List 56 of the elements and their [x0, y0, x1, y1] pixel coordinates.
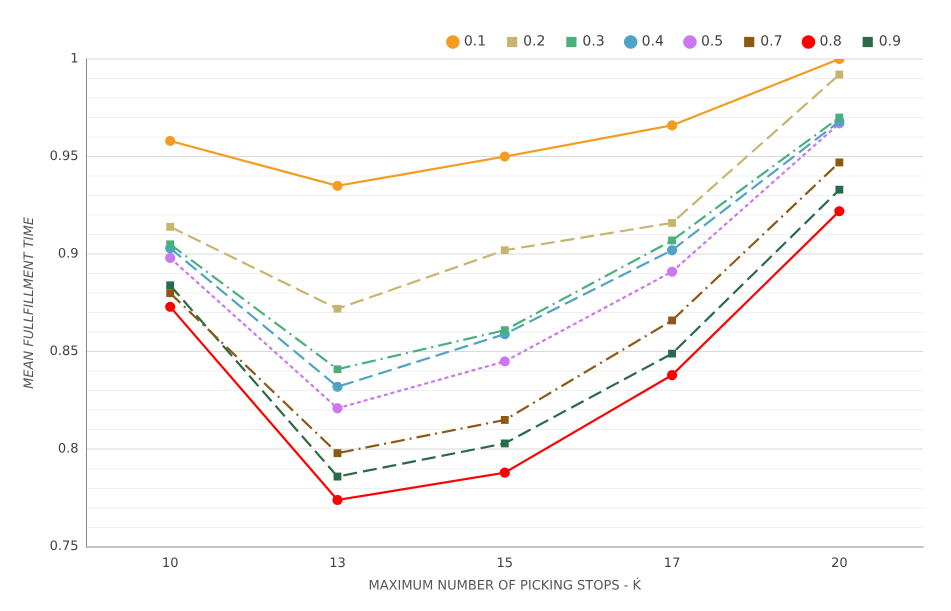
- x-tick-label: 17: [664, 556, 680, 571]
- legend-label: 0.4: [642, 34, 664, 50]
- point: [835, 186, 844, 194]
- point: [666, 120, 678, 130]
- x-tick-label: 10: [162, 556, 178, 571]
- point: [835, 70, 844, 79]
- point: [500, 468, 510, 478]
- point: [668, 218, 676, 227]
- y-axis-title: MEAN FULLFILLMENT TIME: [22, 216, 38, 389]
- point: [668, 350, 676, 358]
- point: [666, 370, 678, 380]
- point: [666, 245, 678, 256]
- point: [166, 222, 174, 231]
- x-tick-label: 13: [329, 556, 346, 571]
- y-tick-label: 0.9: [58, 246, 79, 262]
- legend-label: 0.1: [464, 34, 486, 50]
- point: [500, 246, 509, 254]
- legend-label: 0.5: [700, 34, 724, 50]
- point: [334, 365, 342, 374]
- point: [332, 382, 343, 392]
- x-axis-title: MAXIMUM NUMBER OF PICKING STOPS - Ḱ: [368, 576, 642, 594]
- y-tick-label: 1: [70, 51, 79, 66]
- legend-label: 0.8: [819, 34, 842, 50]
- point: [332, 403, 343, 414]
- point: [334, 304, 342, 313]
- y-tick-label: 0.75: [50, 539, 79, 554]
- legend-label: 0.3: [582, 34, 605, 50]
- point: [166, 281, 174, 290]
- point: [835, 158, 844, 166]
- point: [500, 356, 510, 367]
- point: [500, 151, 510, 162]
- point: [166, 240, 174, 248]
- point: [165, 302, 176, 312]
- point: [500, 326, 509, 334]
- y-tick-label: 0.85: [50, 344, 79, 360]
- y-tick-label: 0.8: [58, 442, 79, 457]
- legend-label: 0.9: [878, 34, 901, 50]
- point: [165, 136, 176, 146]
- x-tick-label: 20: [831, 556, 848, 571]
- point: [166, 289, 174, 298]
- point: [834, 206, 844, 216]
- legend-label: 0.7: [760, 34, 782, 50]
- point: [332, 494, 343, 506]
- point: [668, 236, 676, 244]
- point: [332, 180, 343, 191]
- y-tick-label: 0.95: [50, 148, 79, 164]
- point: [500, 439, 509, 448]
- point: [500, 416, 509, 424]
- point: [334, 472, 342, 480]
- point: [334, 449, 342, 458]
- legend-label: 0.2: [523, 34, 546, 50]
- point: [165, 252, 176, 264]
- point: [666, 266, 678, 277]
- point: [835, 114, 844, 122]
- x-tick-label: 15: [496, 556, 514, 571]
- point: [668, 316, 676, 324]
